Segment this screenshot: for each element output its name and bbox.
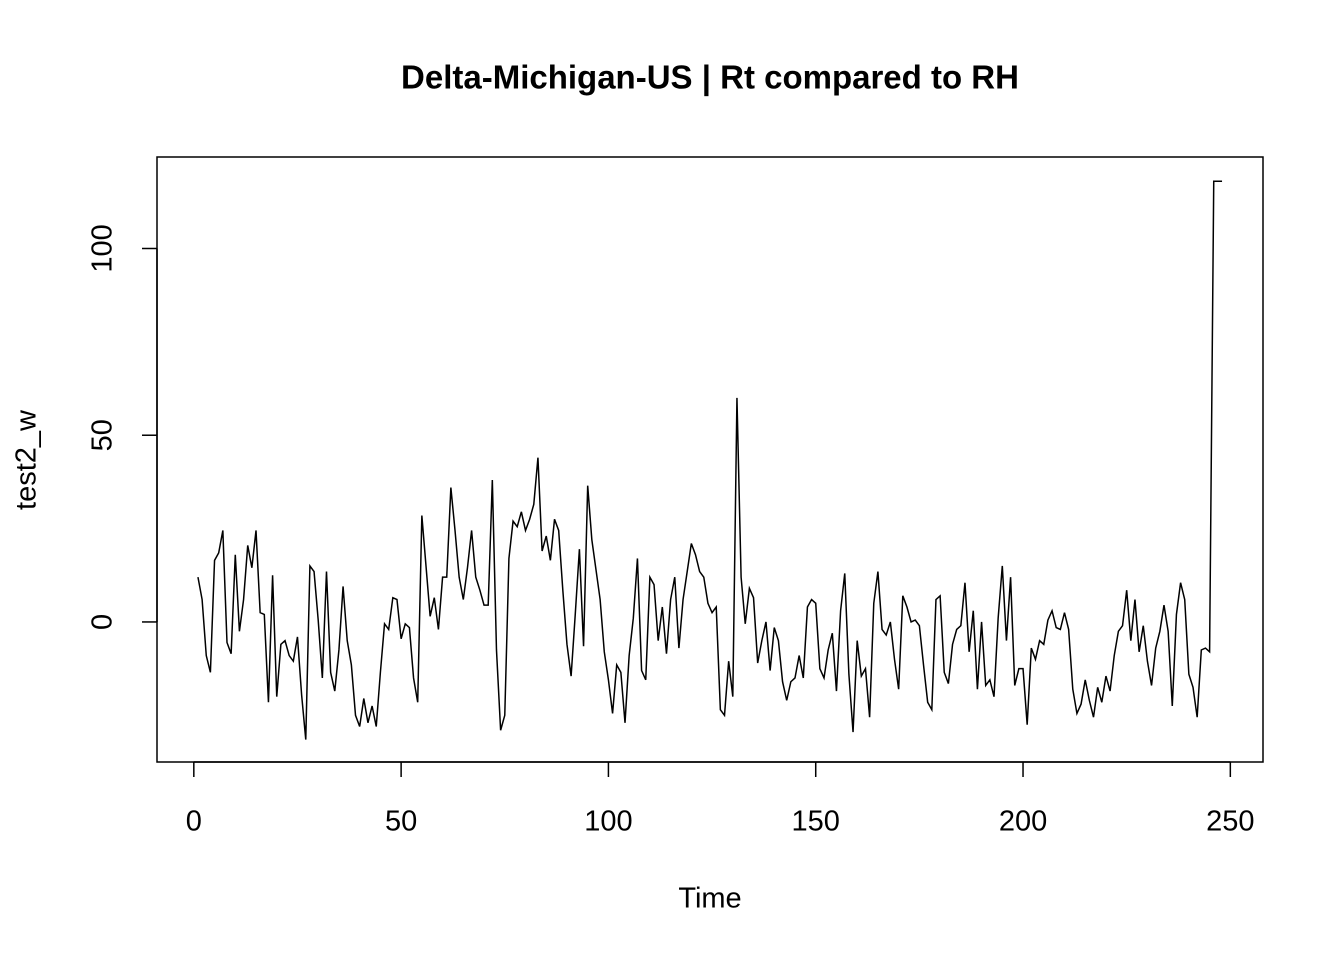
- x-axis-label: Time: [678, 883, 741, 915]
- y-axis-label: test2_w: [11, 409, 43, 510]
- chart-title: Delta-Michigan-US | Rt compared to RH: [401, 59, 1019, 96]
- y-tick-label: 50: [87, 419, 119, 451]
- x-tick-label: 250: [1206, 806, 1254, 838]
- x-tick-label: 50: [385, 806, 417, 838]
- x-tick-label: 200: [999, 806, 1047, 838]
- x-tick-label: 100: [584, 806, 632, 838]
- y-tick-label: 100: [87, 224, 119, 272]
- series-line: [197, 180, 1223, 740]
- y-tick-label: 0: [87, 614, 119, 630]
- x-tick-label: 0: [186, 806, 202, 838]
- x-tick-label: 150: [792, 806, 840, 838]
